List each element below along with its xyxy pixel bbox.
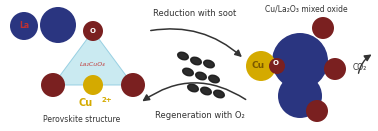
Text: La₂CuO₄: La₂CuO₄ bbox=[80, 62, 106, 67]
Circle shape bbox=[10, 12, 38, 40]
Circle shape bbox=[121, 73, 145, 97]
Ellipse shape bbox=[196, 72, 206, 80]
Text: O: O bbox=[273, 60, 279, 66]
Circle shape bbox=[41, 73, 65, 97]
Text: Regeneration with O₂: Regeneration with O₂ bbox=[155, 111, 245, 119]
Ellipse shape bbox=[209, 75, 219, 83]
Circle shape bbox=[312, 17, 334, 39]
Ellipse shape bbox=[178, 52, 188, 60]
Text: CO₂: CO₂ bbox=[353, 62, 367, 72]
Ellipse shape bbox=[201, 87, 211, 95]
Circle shape bbox=[324, 58, 346, 80]
Circle shape bbox=[278, 74, 322, 118]
Text: Cu: Cu bbox=[251, 61, 265, 70]
Ellipse shape bbox=[214, 90, 224, 98]
Text: Cu/La₂O₃ mixed oxide: Cu/La₂O₃ mixed oxide bbox=[265, 4, 347, 13]
Polygon shape bbox=[53, 31, 133, 85]
Circle shape bbox=[272, 33, 328, 89]
Circle shape bbox=[40, 7, 76, 43]
Circle shape bbox=[83, 21, 103, 41]
Ellipse shape bbox=[191, 57, 201, 65]
Text: Perovskite structure: Perovskite structure bbox=[43, 114, 121, 124]
Circle shape bbox=[269, 58, 285, 74]
Text: Cu: Cu bbox=[79, 98, 93, 108]
Text: La: La bbox=[19, 21, 29, 31]
Circle shape bbox=[83, 75, 103, 95]
Ellipse shape bbox=[183, 68, 193, 76]
Ellipse shape bbox=[204, 60, 214, 68]
Ellipse shape bbox=[188, 84, 198, 92]
Circle shape bbox=[246, 51, 276, 81]
Text: 2+: 2+ bbox=[102, 97, 113, 103]
Circle shape bbox=[306, 100, 328, 122]
Text: Reduction with soot: Reduction with soot bbox=[153, 9, 237, 18]
Text: O: O bbox=[90, 28, 96, 34]
